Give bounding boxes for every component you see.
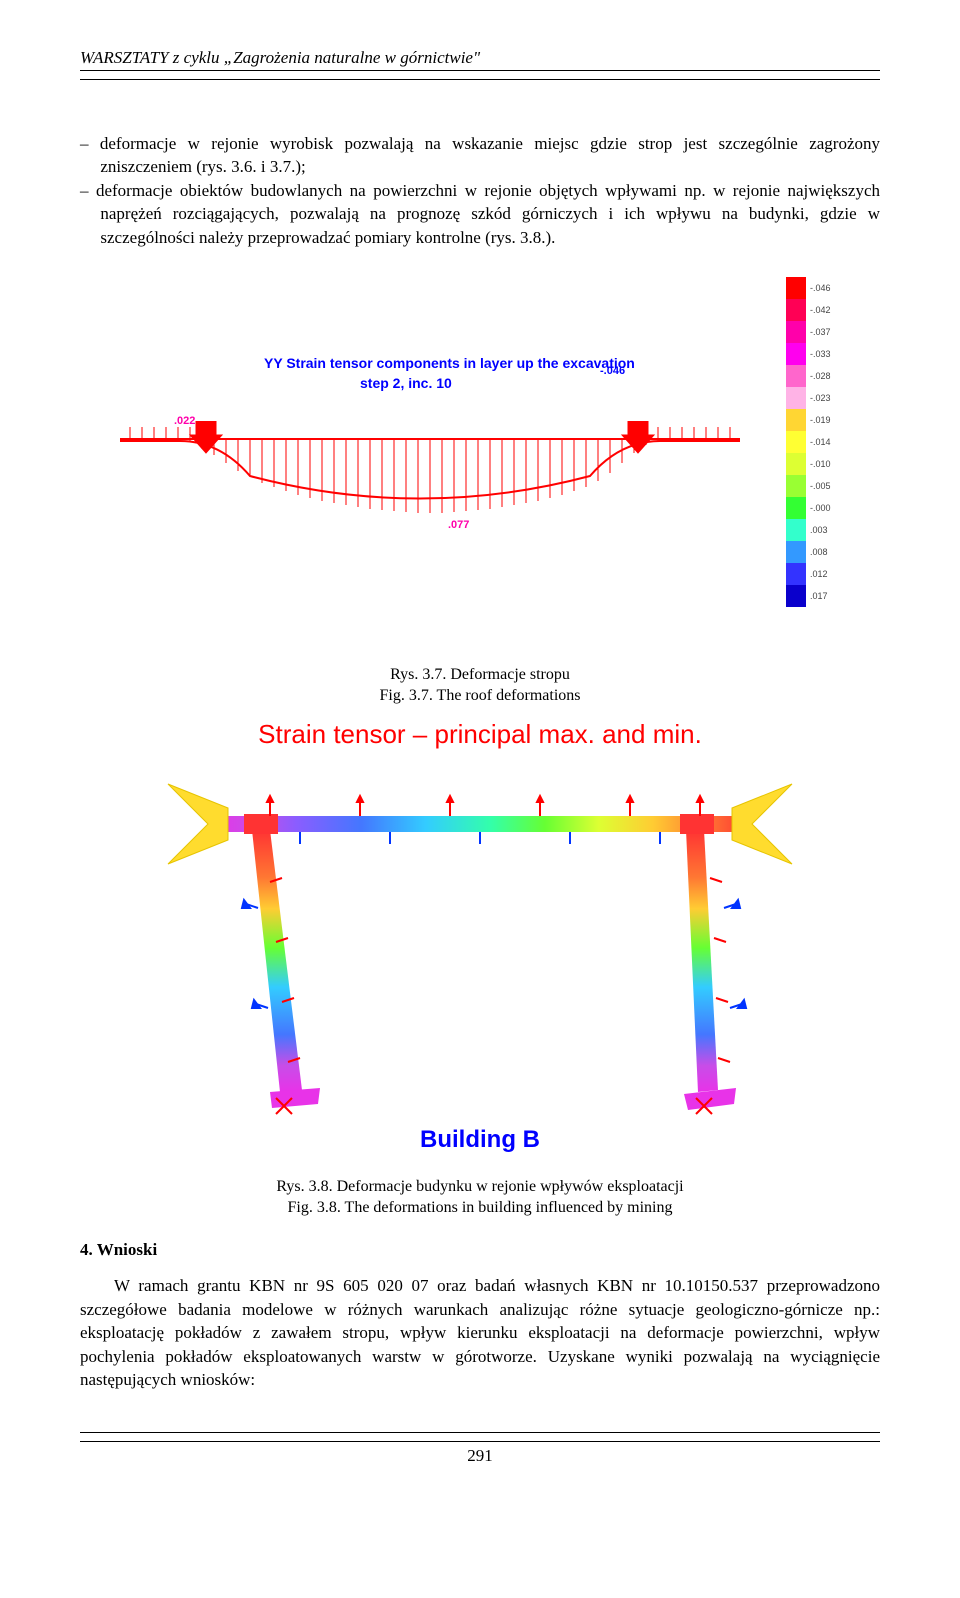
page-number: 291 — [80, 1446, 880, 1466]
legend-value: -.033 — [810, 349, 831, 359]
legend-swatch — [786, 343, 806, 365]
legend-row: -.005 — [786, 475, 840, 497]
legend-value: -.023 — [810, 393, 831, 403]
legend-value: -.037 — [810, 327, 831, 337]
fig2-caption: Rys. 3.8. Deformacje budynku w rejonie w… — [80, 1177, 880, 1219]
fig1-caption-line1: Rys. 3.7. Deformacje stropu — [390, 666, 570, 683]
legend-swatch — [786, 299, 806, 321]
legend-row: -.028 — [786, 365, 840, 387]
legend-swatch — [786, 431, 806, 453]
legend-row: .017 — [786, 585, 840, 607]
footer-rule-2 — [80, 1441, 880, 1442]
legend-value: -.042 — [810, 305, 831, 315]
page: WARSZTATY z cyklu „Zagrożenia naturalne … — [0, 0, 960, 1514]
section-4-heading: 4. Wnioski — [80, 1240, 880, 1260]
figure-roof-deformations: YY Strain tensor components in layer up … — [120, 277, 840, 657]
fig1-caption-line2: Fig. 3.7. The roof deformations — [379, 687, 580, 704]
legend-row: -.014 — [786, 431, 840, 453]
legend-value: -.000 — [810, 503, 831, 513]
legend-swatch — [786, 475, 806, 497]
fig1-value-top: -.046 — [600, 365, 625, 377]
fig1-subtitle: step 2, inc. 10 — [360, 375, 452, 391]
legend-row: -.010 — [786, 453, 840, 475]
legend-row: -.000 — [786, 497, 840, 519]
legend-value: -.028 — [810, 371, 831, 381]
legend-value: -.046 — [810, 283, 831, 293]
legend-swatch — [786, 387, 806, 409]
legend-row: -.046 — [786, 277, 840, 299]
body-para-2: deformacje obiektów budowlanych na powie… — [80, 179, 880, 249]
body-para-1: deformacje w rejonie wyrobisk pozwalają … — [80, 132, 880, 179]
legend-row: -.033 — [786, 343, 840, 365]
legend-row: -.019 — [786, 409, 840, 431]
legend-value: .008 — [810, 547, 828, 557]
legend-value: -.014 — [810, 437, 831, 447]
legend-swatch — [786, 409, 806, 431]
fig1-legend: -.046 -.042 -.037 -.033 -.028 -.023 -.019 -.014… — [786, 277, 840, 607]
legend-value: -.005 — [810, 481, 831, 491]
fig2-plot — [120, 758, 840, 1118]
section-4-para: W ramach grantu KBN nr 9S 605 020 07 ora… — [80, 1274, 880, 1391]
legend-row: -.037 — [786, 321, 840, 343]
series-title: WARSZTATY z cyklu „Zagrożenia naturalne … — [80, 48, 880, 68]
legend-swatch — [786, 585, 806, 607]
legend-value: .012 — [810, 569, 828, 579]
legend-value: -.010 — [810, 459, 831, 469]
fig2-caption-line1: Rys. 3.8. Deformacje budynku w rejonie w… — [276, 1178, 683, 1195]
fig2-title: Strain tensor – principal max. and min. — [120, 719, 840, 750]
legend-swatch — [786, 453, 806, 475]
legend-value: .017 — [810, 591, 828, 601]
legend-row: .012 — [786, 563, 840, 585]
legend-swatch — [786, 365, 806, 387]
legend-row: .008 — [786, 541, 840, 563]
fig1-title: YY Strain tensor components in layer up … — [264, 355, 635, 371]
fig2-caption-line2: Fig. 3.8. The deformations in building i… — [288, 1199, 673, 1216]
fig1-caption: Rys. 3.7. Deformacje stropu Fig. 3.7. Th… — [80, 665, 880, 707]
legend-swatch — [786, 277, 806, 299]
legend-swatch — [786, 563, 806, 585]
legend-row: .003 — [786, 519, 840, 541]
legend-swatch — [786, 541, 806, 563]
legend-swatch — [786, 519, 806, 541]
legend-row: -.042 — [786, 299, 840, 321]
fig2-building-label: Building B — [120, 1126, 840, 1154]
fig1-plot — [120, 421, 740, 531]
figure-building-strain: Strain tensor – principal max. and min. — [120, 719, 840, 1169]
legend-swatch — [786, 497, 806, 519]
legend-value: -.019 — [810, 415, 831, 425]
legend-value: .003 — [810, 525, 828, 535]
legend-swatch — [786, 321, 806, 343]
legend-row: -.023 — [786, 387, 840, 409]
